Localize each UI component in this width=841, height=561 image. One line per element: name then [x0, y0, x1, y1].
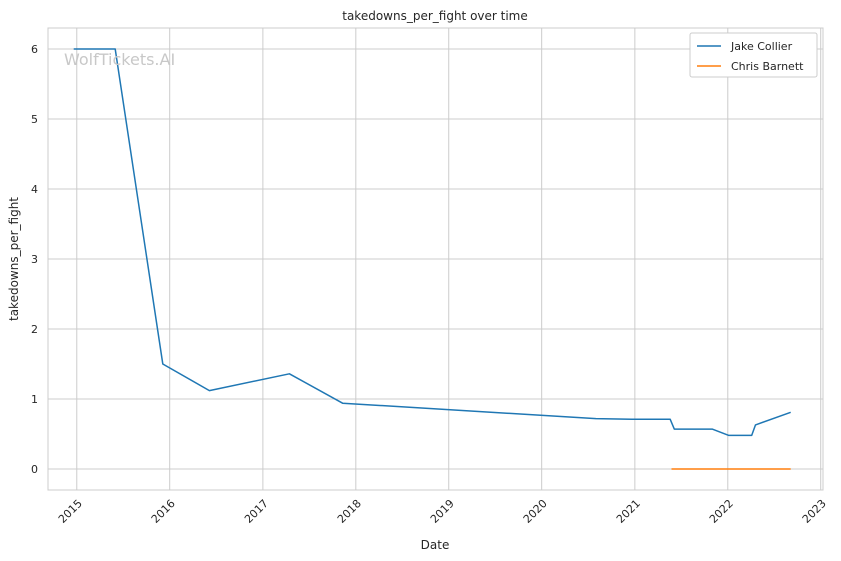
legend-label-jake-collier: Jake Collier — [730, 40, 793, 53]
y-tick-label: 1 — [31, 393, 38, 406]
x-tick-label: 2020 — [521, 497, 550, 526]
x-axis-ticks: 2015 2016 2017 2018 2019 2020 2021 2022 2023 — [56, 497, 829, 526]
x-tick-label: 2023 — [800, 497, 829, 526]
y-axis-title: takedowns_per_fight — [7, 197, 21, 321]
x-axis-title: Date — [421, 538, 450, 552]
legend: Jake Collier Chris Barnett — [689, 32, 818, 78]
legend-box — [689, 32, 818, 78]
x-tick-label: 2016 — [149, 497, 178, 526]
x-tick-label: 2018 — [335, 497, 364, 526]
x-tick-label: 2022 — [707, 497, 736, 526]
y-tick-label: 4 — [31, 183, 38, 196]
y-tick-label: 2 — [31, 323, 38, 336]
chart-title: takedowns_per_fight over time — [342, 9, 528, 23]
legend-label-chris-barnett: Chris Barnett — [731, 60, 804, 73]
x-tick-label: 2021 — [614, 497, 643, 526]
x-tick-label: 2015 — [56, 497, 85, 526]
y-tick-label: 0 — [31, 463, 38, 476]
series-line-jake-collier — [73, 48, 791, 437]
watermark: WolfTickets.AI — [64, 50, 175, 69]
y-axis-ticks: 0 1 2 3 4 5 6 — [31, 43, 38, 476]
y-tick-label: 3 — [31, 253, 38, 266]
grid-lines — [48, 28, 823, 490]
y-tick-label: 5 — [31, 113, 38, 126]
x-tick-label: 2017 — [242, 497, 271, 526]
y-tick-label: 6 — [31, 43, 38, 56]
x-tick-label: 2019 — [428, 497, 457, 526]
series-lines — [73, 48, 791, 470]
